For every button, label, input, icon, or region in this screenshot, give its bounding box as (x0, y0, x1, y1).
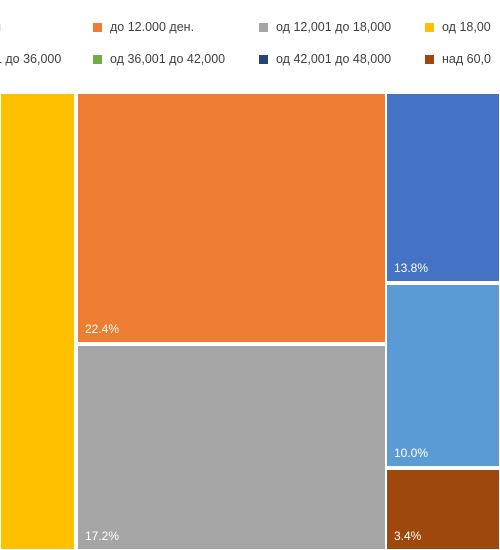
treemap-tile (385, 92, 500, 283)
legend-item: од 12,001 до 18,000 (259, 20, 391, 34)
legend-swatch (259, 54, 268, 64)
legend-label: од 42,001 до 48,000 (276, 52, 392, 66)
legend-item: над 60,0 (425, 52, 491, 66)
legend-swatch (93, 54, 102, 64)
tile-data-label: 10.0% (394, 446, 428, 460)
legend-label: од 18,00 (442, 20, 491, 34)
legend-label: од 12,001 до 18,000 (276, 20, 392, 34)
legend-swatch (259, 22, 268, 32)
tile-data-label: 13.8% (394, 261, 428, 275)
chart-legend: и до 12.000 ден. од 12,001 до 18,000 од 18,… (0, 0, 500, 90)
legend-swatch (425, 22, 434, 32)
tile-data-label: 22.4% (85, 322, 119, 336)
treemap-tile (385, 468, 500, 550)
legend-item: од 42,001 до 48,000 (259, 52, 391, 66)
treemap-tile (0, 92, 76, 550)
legend-label: до 12.000 ден. (110, 20, 195, 34)
treemap-tile (76, 92, 387, 344)
legend-swatch (93, 22, 102, 32)
treemap-tile (385, 283, 500, 468)
legend-item: од 18,00 (425, 20, 491, 34)
legend-label: од 36,001 до 42,000 (110, 52, 226, 66)
legend-item: и (0, 20, 1, 34)
legend-swatch (425, 54, 434, 64)
legend-item: 01 до 36,000 (0, 52, 61, 66)
legend-label: над 60,0 (442, 52, 491, 66)
tile-data-label: 17.2% (85, 529, 119, 543)
legend-item: од 36,001 до 42,000 (93, 52, 225, 66)
legend-item: до 12.000 ден. (93, 20, 194, 34)
tile-data-label: 3.4% (394, 529, 422, 543)
legend-label: и (0, 20, 1, 34)
legend-label: 01 до 36,000 (0, 52, 62, 66)
treemap-tile (76, 344, 387, 550)
